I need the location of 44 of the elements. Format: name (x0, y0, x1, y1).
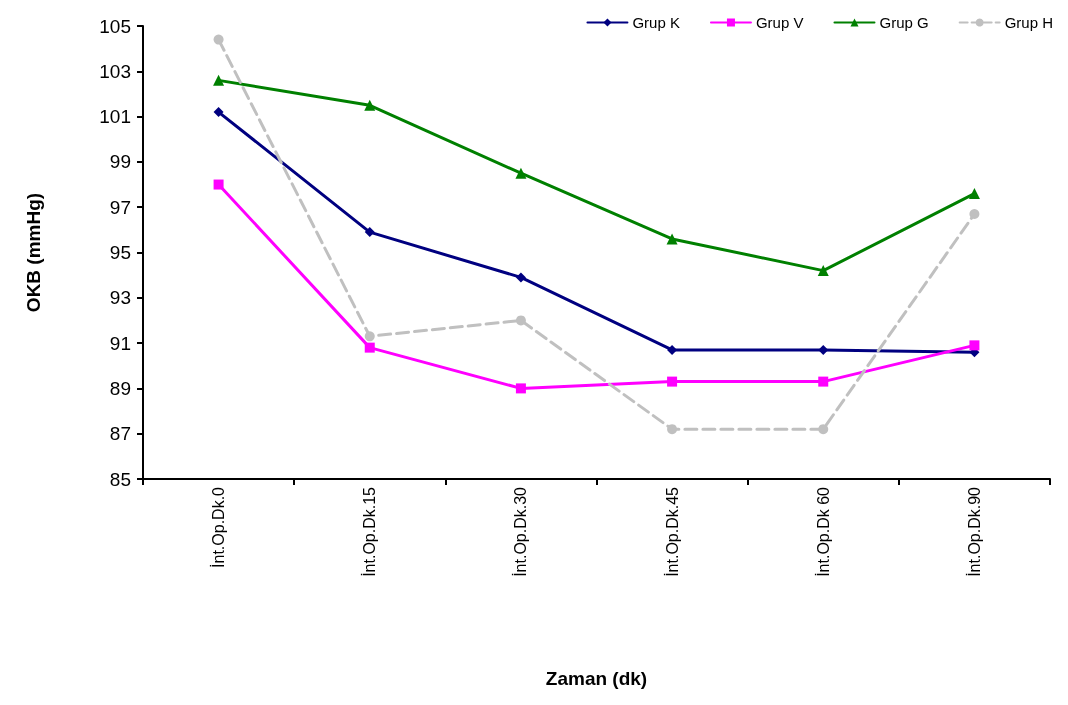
x-tick-label: İnt.Op.Dk.15 (360, 486, 379, 577)
y-tick-label: 85 (109, 468, 131, 490)
y-tick-label: 95 (109, 242, 131, 263)
point (213, 107, 224, 118)
x-axis-title: Zaman (dk) (545, 668, 648, 689)
point (818, 424, 829, 435)
point (968, 188, 980, 200)
y-tick-label: 103 (99, 60, 131, 82)
point (666, 233, 678, 245)
point (515, 272, 526, 283)
x-tick-label: İnt.Op.Dk.90 (964, 486, 983, 577)
point (817, 265, 829, 277)
y-tick-label: 97 (109, 196, 131, 218)
point (213, 179, 224, 190)
point (213, 74, 225, 86)
point (364, 99, 376, 111)
y-tick-label: 99 (109, 151, 131, 173)
y-tick-label: 105 (99, 15, 131, 37)
point (364, 227, 375, 238)
point (667, 376, 678, 387)
y-tick-label: 91 (109, 332, 131, 354)
y-tick-label: 101 (99, 106, 131, 128)
y-axis-title: OKB (mmHg) (23, 192, 44, 313)
point (969, 340, 980, 351)
legend-label: Grup H (1004, 14, 1054, 31)
x-tick-label: İnt.Op.Dk.0 (209, 486, 228, 568)
point (667, 424, 678, 435)
point (818, 376, 829, 387)
x-tick-label: İnt.Op.Dk.45 (662, 486, 681, 577)
point (515, 167, 527, 179)
point (364, 342, 375, 353)
point (515, 383, 526, 394)
point (969, 209, 980, 219)
y-tick-label: 89 (109, 377, 131, 399)
legend-label: Grup V (755, 14, 804, 31)
point (515, 315, 526, 326)
y-tick-label: 93 (109, 287, 131, 309)
point (364, 331, 375, 342)
point (213, 34, 224, 45)
y-tick-label: 87 (109, 423, 131, 445)
x-tick-label: İnt.Op.Dk.30 (511, 486, 530, 577)
legend-label: Grup K (632, 14, 680, 31)
legend-label: Grup G (879, 14, 929, 31)
x-tick-label: İnt.Op.Dk 60 (813, 486, 832, 577)
